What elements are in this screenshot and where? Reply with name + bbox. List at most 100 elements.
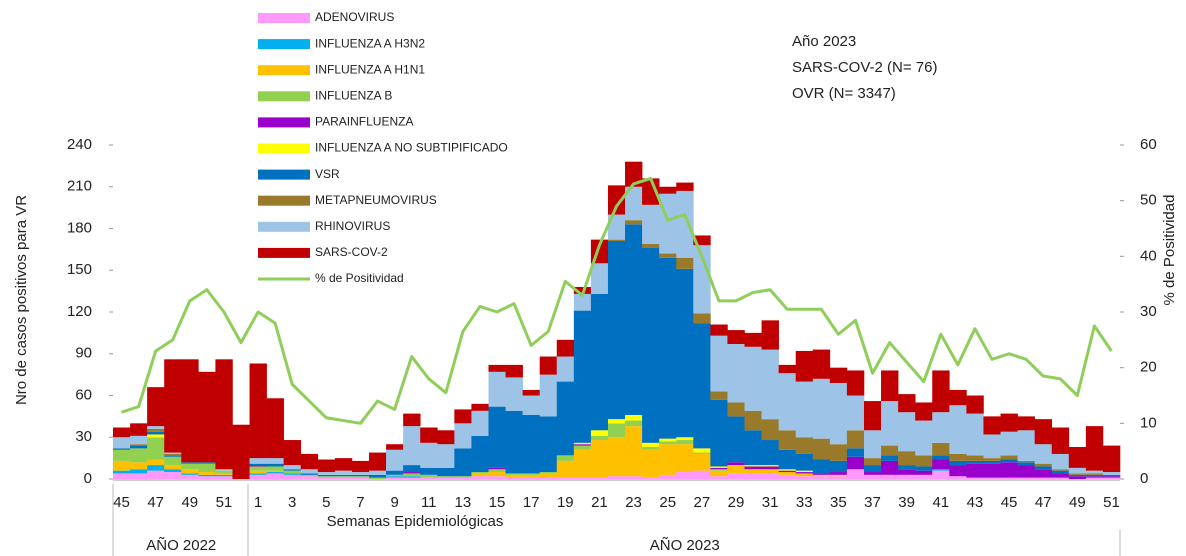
bar [130,445,148,449]
bar [727,330,745,345]
bar [693,452,711,454]
bar [505,473,523,475]
bar [778,470,797,473]
bar [266,472,284,474]
bar [625,161,643,187]
y2-tick-label: 30 [1140,303,1157,320]
x-tick-label: 7 [356,494,364,511]
bar [403,472,421,474]
bar [710,470,728,477]
bar [454,448,472,477]
bar [147,431,165,435]
bar [642,178,660,205]
bar [351,477,370,479]
bar [181,463,199,470]
bar [454,476,472,478]
bar [710,324,728,336]
legend-swatch [258,247,310,258]
bar [198,463,216,473]
legend-swatch [258,13,310,23]
bar [881,455,899,461]
bar [761,469,779,474]
bar [198,476,216,479]
bar [471,473,489,477]
bar [300,469,319,474]
bar [420,442,438,468]
bar [522,477,540,479]
bar [1017,462,1035,466]
bar [181,474,199,479]
bar [351,474,370,477]
bar [164,452,182,454]
bar [437,477,455,479]
bar [300,476,319,479]
bar [351,476,370,478]
bar [573,293,592,311]
x-tick-label: 41 [932,494,949,511]
bar [454,477,472,479]
legend-label: SARS-COV-2 [315,245,388,259]
bar [147,426,165,429]
bar [676,444,694,473]
bar [1051,470,1070,474]
bar [198,371,216,463]
x-tick-label: 51 [216,494,233,511]
bar [573,442,592,445]
annotation: SARS-COV-2 (N= 76) [792,59,937,76]
bar [881,370,899,402]
bar [846,430,865,449]
bar [573,449,592,478]
bar [232,424,250,479]
bar [863,458,882,466]
y2-tick-label: 0 [1140,470,1148,487]
bar [676,257,694,269]
legend-label: VSR [315,167,340,181]
bar [659,444,677,475]
bar [625,220,643,225]
bar [556,455,575,461]
bar [386,477,404,479]
bar [249,363,267,459]
x-tick-label: 27 [693,494,710,511]
x-tick-label: 39 [898,494,915,511]
bar [317,474,336,477]
bar [744,346,762,411]
bar [113,427,131,438]
bar [898,474,916,479]
bar [642,204,660,244]
bar [403,477,421,479]
bar [334,470,353,475]
bar [164,472,182,479]
bar [488,364,506,372]
bar [403,465,421,473]
bar [317,459,336,473]
bar [829,444,848,461]
bar [590,440,609,478]
bar [505,364,523,378]
legend-label: % de Positividad [315,271,404,285]
bar [113,449,131,461]
bar [881,445,899,456]
bar [795,470,814,473]
bar [1017,465,1035,478]
bar [113,437,131,449]
bar [625,224,643,415]
bar [812,438,831,460]
x-tick-label: 23 [625,494,642,511]
legend-swatch [258,91,310,102]
bar [164,456,182,466]
bar [1000,431,1018,456]
legend-swatch [258,143,310,154]
bar [846,456,865,470]
bar [488,467,506,470]
bar [147,465,165,471]
bar [949,389,967,406]
bar [539,416,558,473]
bar [334,474,353,477]
bar [659,186,677,194]
bar [1034,463,1053,467]
bar [676,440,694,445]
x-tick-label: 45 [1001,494,1018,511]
x-tick-label: 21 [591,494,608,511]
